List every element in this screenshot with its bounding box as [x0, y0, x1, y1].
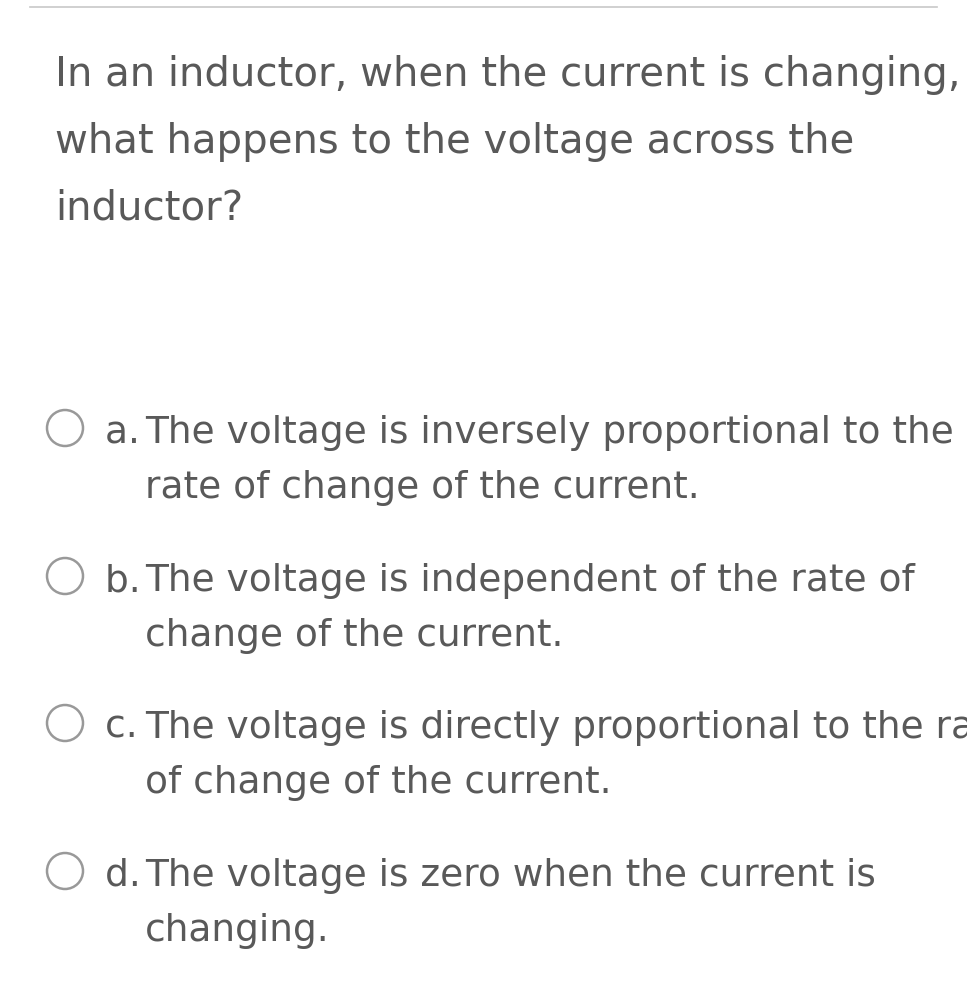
Text: change of the current.: change of the current.: [145, 617, 564, 653]
Text: of change of the current.: of change of the current.: [145, 764, 611, 800]
Text: a.: a.: [105, 414, 152, 450]
Text: The voltage is independent of the rate of: The voltage is independent of the rate o…: [145, 563, 915, 598]
Text: d.: d.: [105, 857, 153, 893]
Text: what happens to the voltage across the: what happens to the voltage across the: [55, 122, 854, 162]
Text: c.: c.: [105, 710, 150, 746]
Text: In an inductor, when the current is changing,: In an inductor, when the current is chan…: [55, 55, 960, 94]
Text: changing.: changing.: [145, 912, 330, 948]
Text: rate of change of the current.: rate of change of the current.: [145, 469, 700, 506]
Text: The voltage is zero when the current is: The voltage is zero when the current is: [145, 857, 876, 893]
Text: The voltage is directly proportional to the rate: The voltage is directly proportional to …: [145, 710, 967, 746]
Text: The voltage is inversely proportional to the: The voltage is inversely proportional to…: [145, 414, 953, 450]
Text: inductor?: inductor?: [55, 189, 243, 229]
Text: b.: b.: [105, 563, 153, 598]
